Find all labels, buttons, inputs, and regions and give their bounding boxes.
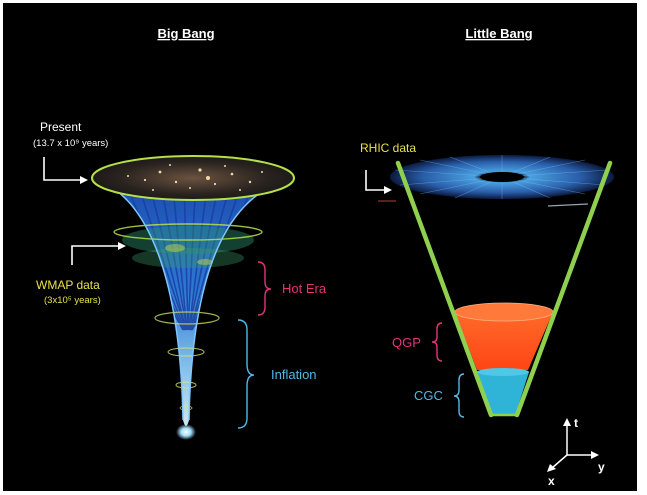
rhic-arrow-icon	[365, 170, 392, 194]
cgc-label: CGC	[414, 388, 443, 403]
little-bang-title: Little Bang	[465, 26, 532, 41]
big-bang-title: Big Bang	[157, 26, 214, 41]
present-universe-disc	[91, 155, 295, 201]
present-arrow-icon	[43, 157, 88, 184]
wmap-arrow-icon	[71, 242, 126, 265]
background-panel	[3, 3, 637, 491]
axis-t-label: t	[574, 416, 578, 430]
cgc-volume	[477, 368, 529, 416]
axis-y-label: y	[598, 460, 605, 474]
present-label: Present	[40, 120, 82, 134]
rhic-event-display	[378, 155, 614, 207]
rhic-label: RHIC data	[360, 141, 416, 155]
hot-era-label: Hot Era	[282, 281, 327, 296]
wmap-time-label: (3x10⁵ years)	[44, 295, 101, 306]
cgc-brace	[453, 373, 465, 418]
little-bang-cone	[395, 160, 613, 418]
axes-icon	[547, 418, 599, 472]
qgp-brace	[431, 322, 443, 362]
inflation-brace	[237, 319, 255, 429]
wmap-label: WMAP data	[36, 278, 100, 292]
big-bang-funnel	[91, 177, 295, 440]
qgp-volume	[454, 302, 554, 370]
present-time-label: (13.7 x 10⁹ years)	[33, 138, 108, 149]
qgp-label: QGP	[392, 335, 421, 350]
axis-x-label: x	[548, 474, 555, 488]
hot-era-brace	[257, 261, 272, 316]
inflation-label: Inflation	[271, 367, 317, 382]
